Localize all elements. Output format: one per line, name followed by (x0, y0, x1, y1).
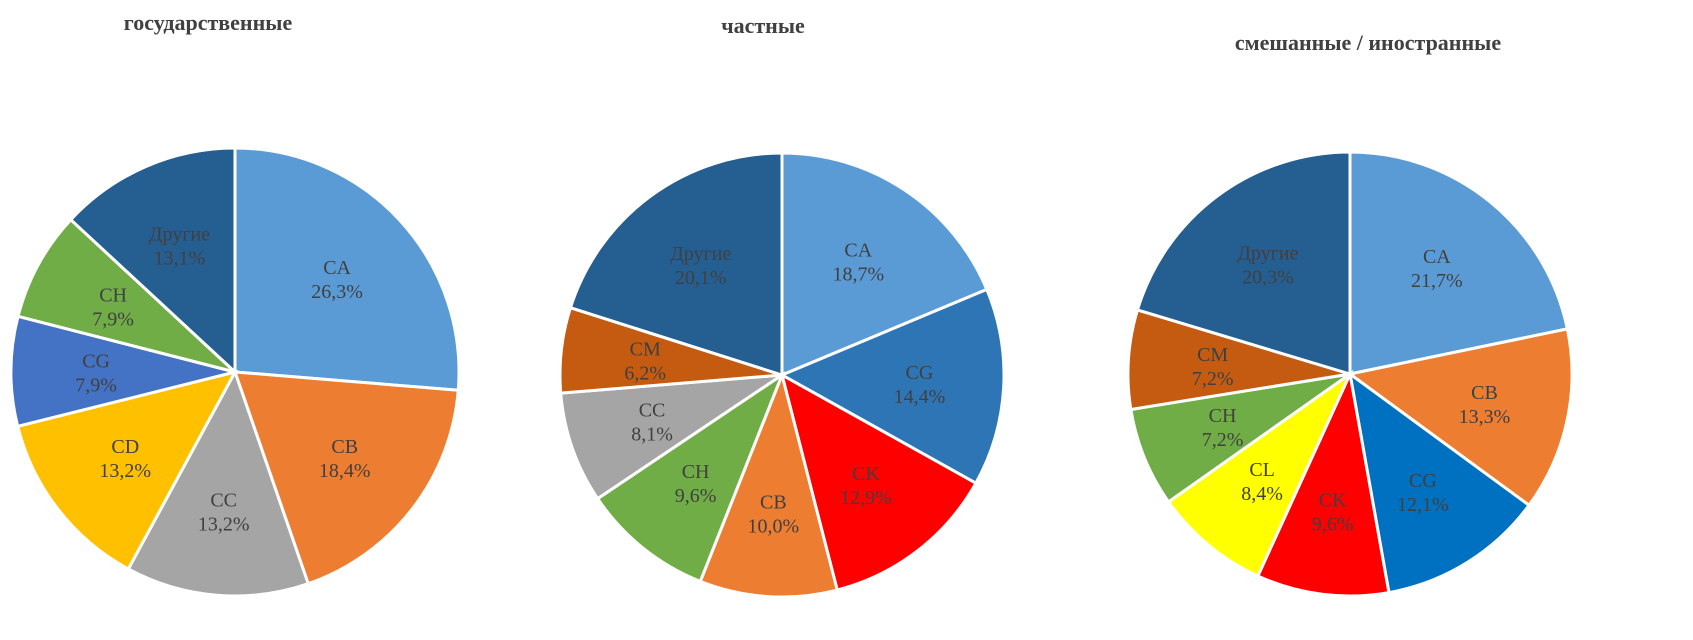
data-label: CB 13,3% (1459, 382, 1511, 428)
category-label: Другие (149, 224, 210, 246)
value-label: 13,1% (154, 248, 206, 270)
value-label: 8,4% (1241, 483, 1283, 505)
data-label: CK 9,6% (1312, 490, 1354, 536)
category-label: CD (111, 436, 139, 458)
pie-slice (126, 368, 311, 598)
value-label: 7,2% (1192, 368, 1234, 390)
pie-slice (568, 151, 784, 378)
pie-slice (1348, 150, 1570, 376)
data-label: CA 26,3% (311, 257, 363, 303)
category-label: CH (1209, 405, 1237, 427)
category-label: CB (331, 436, 358, 458)
value-label: 26,3% (311, 281, 363, 303)
data-label: CC 8,1% (631, 399, 673, 445)
data-label: CB 10,0% (748, 491, 800, 537)
pie-slice (780, 151, 989, 378)
data-label: CM 7,2% (1192, 344, 1234, 390)
value-label: 18,4% (319, 460, 371, 482)
value-label: 13,2% (99, 460, 151, 482)
category-label: CG (1409, 470, 1437, 492)
value-label: 18,7% (832, 263, 884, 285)
category-label: CM (630, 338, 661, 360)
category-label: CM (1197, 344, 1228, 366)
data-label: CG 12,1% (1397, 470, 1449, 516)
category-label: CA (1423, 246, 1451, 268)
data-label: CA 21,7% (1411, 246, 1463, 292)
data-label: Другие 20,3% (1237, 243, 1298, 289)
pie-slice (1166, 369, 1354, 578)
pie-slice (1126, 308, 1351, 412)
category-label: Другие (670, 243, 731, 265)
pie-slice (68, 146, 237, 376)
data-label: CH 7,2% (1202, 405, 1244, 451)
pie-slice (1129, 372, 1351, 504)
value-label: 7,9% (92, 308, 134, 330)
pie-slice (1346, 327, 1574, 508)
chart-title: частные (721, 13, 805, 38)
pie-slice (1255, 368, 1391, 598)
pie-slice (1347, 370, 1532, 595)
value-label: 20,3% (1242, 267, 1294, 289)
data-label: Другие 20,1% (670, 243, 731, 289)
pie-slice (1135, 150, 1352, 377)
pie-slice (698, 370, 840, 599)
pie-slice (15, 369, 238, 572)
category-label: CH (99, 284, 127, 306)
data-label: CD 13,2% (99, 436, 151, 482)
pie-slice (16, 217, 237, 374)
category-label: CG (82, 351, 110, 373)
data-label: CC 13,2% (198, 489, 250, 535)
pie-slice (779, 371, 978, 592)
data-label: CG 14,4% (894, 362, 946, 408)
value-label: 7,9% (75, 375, 117, 397)
value-label: 14,4% (894, 386, 946, 408)
value-label: 21,7% (1411, 270, 1463, 292)
category-label: CK (852, 463, 880, 485)
category-label: CH (682, 461, 710, 483)
data-label: CH 7,9% (92, 284, 134, 330)
value-label: 12,1% (1397, 494, 1449, 516)
category-label: CG (906, 362, 934, 384)
pie-slice (233, 146, 461, 392)
pie-slice (9, 314, 236, 429)
value-label: 13,3% (1459, 406, 1511, 428)
category-label: CB (760, 491, 787, 513)
data-label: CM 6,2% (624, 338, 666, 384)
data-label: CB 18,4% (319, 436, 371, 482)
value-label: 6,2% (624, 362, 666, 384)
chart-title: смешанные / иностранные (1235, 30, 1501, 55)
category-label: CA (844, 239, 872, 261)
category-label: CC (639, 399, 666, 421)
value-label: 13,2% (198, 513, 250, 535)
value-label: 7,2% (1202, 429, 1244, 451)
data-label: CL 8,4% (1241, 459, 1283, 505)
data-label: Другие 13,1% (149, 224, 210, 270)
data-label: CK 12,9% (840, 463, 892, 509)
value-label: 9,6% (675, 485, 717, 507)
value-label: 9,6% (1312, 514, 1354, 536)
pie-slice (595, 371, 786, 584)
category-label: CC (210, 489, 237, 511)
value-label: 10,0% (748, 515, 800, 537)
value-label: 20,1% (675, 267, 727, 289)
pie-slice (559, 373, 788, 501)
category-label: Другие (1237, 243, 1298, 265)
data-label: CA 18,7% (832, 239, 884, 285)
data-label: CH 9,6% (675, 461, 717, 507)
value-label: 12,9% (840, 487, 892, 509)
category-label: CK (1319, 490, 1347, 512)
pie-slice (778, 287, 1006, 486)
value-label: 8,1% (631, 423, 673, 445)
chart-title: государственные (124, 10, 293, 35)
data-label: CG 7,9% (75, 351, 117, 397)
category-label: CL (1249, 459, 1275, 481)
category-label: CB (1471, 382, 1498, 404)
category-label: CA (323, 257, 351, 279)
